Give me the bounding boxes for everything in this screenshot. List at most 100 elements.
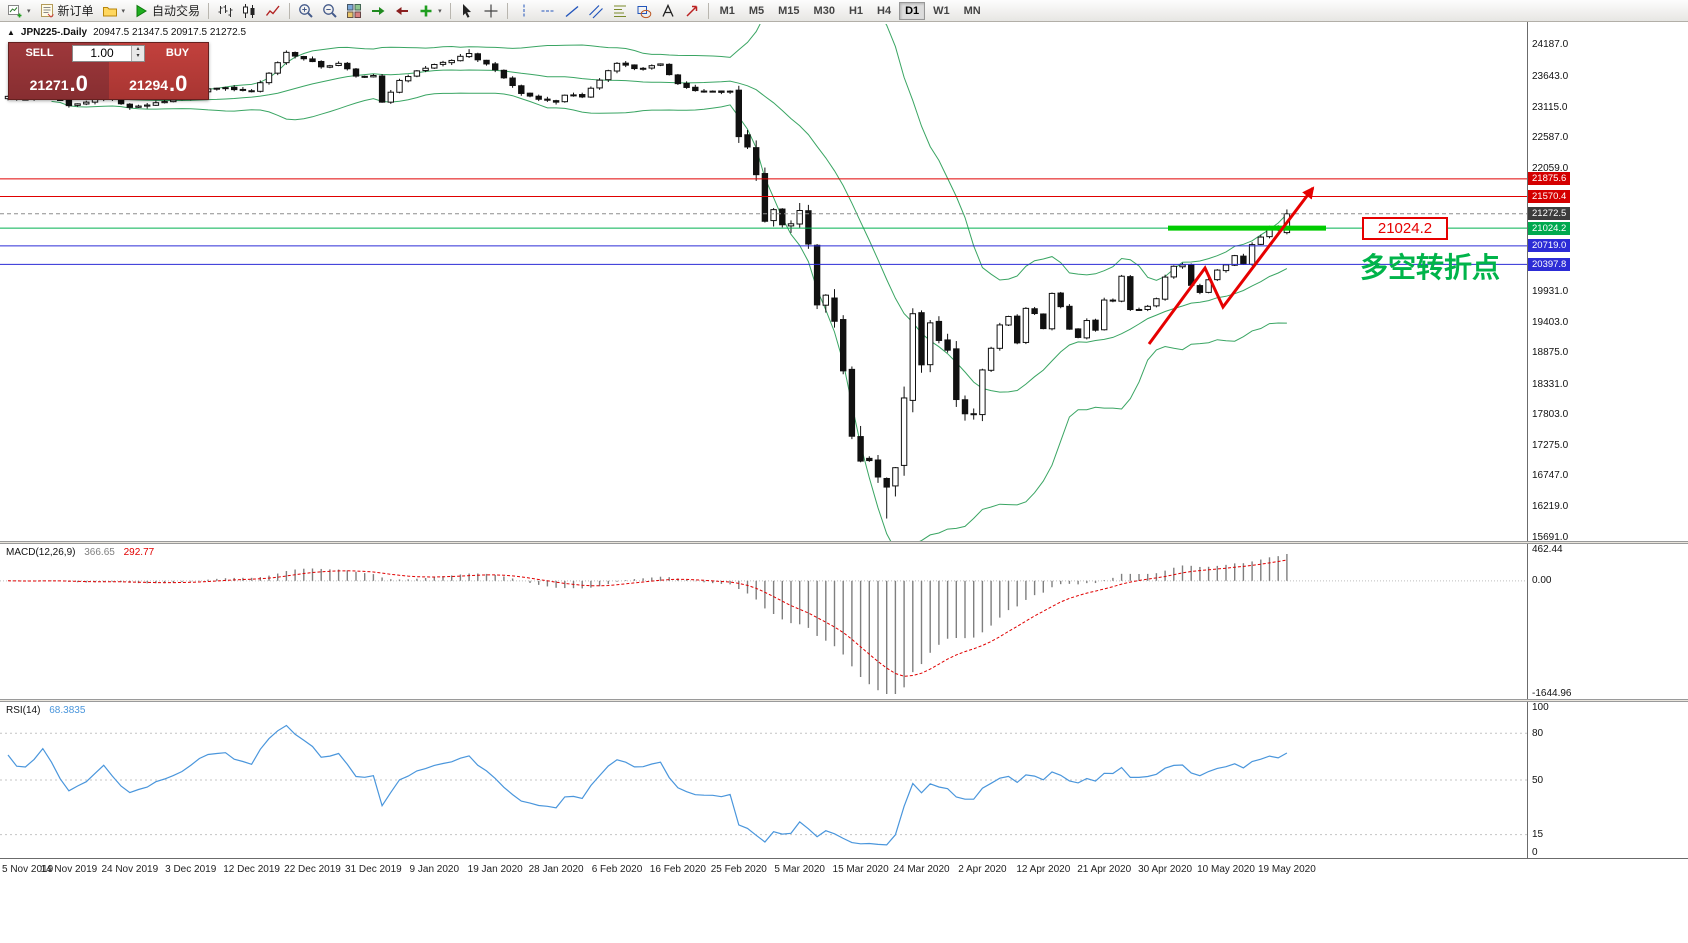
text-label-button[interactable] — [656, 1, 680, 21]
x-axis-date: 14 Nov 2019 — [40, 864, 98, 875]
volume-up-button[interactable]: ▴ — [131, 45, 144, 53]
symbol-ohlc-values: 20947.5 21347.5 20917.5 21272.5 — [93, 27, 247, 38]
tile-windows-icon — [347, 3, 362, 18]
chart-profiles-dropdown-icon[interactable]: ▾ — [121, 7, 126, 15]
rsi-axis-label: 80 — [1532, 727, 1544, 739]
chart-candles-icon — [243, 3, 255, 18]
new-order-label: 新订单 — [57, 4, 94, 18]
chart-profiles-button[interactable]: ▾ — [98, 1, 130, 21]
sell-button[interactable]: SELL — [25, 47, 54, 59]
bull-bear-turning-point-label[interactable]: 多空转折点 — [1360, 252, 1501, 283]
fibonacci-retracement-icon — [613, 5, 626, 17]
candlestick-series — [4, 49, 1291, 519]
trendline-button[interactable] — [560, 1, 584, 21]
buy-price[interactable]: 21294 .0 — [109, 63, 209, 99]
zoom-out-button[interactable] — [318, 1, 342, 21]
macd-histogram — [16, 553, 1288, 694]
new-chart-dropdown-icon[interactable]: ▾ — [27, 7, 31, 15]
auto-scroll-button[interactable] — [366, 1, 390, 21]
x-axis-date: 15 Mar 2020 — [832, 864, 889, 875]
vertical-line-button[interactable] — [512, 1, 536, 21]
timeframe-D1[interactable]: D1 — [899, 1, 926, 20]
timeframe-MN[interactable]: MN — [963, 4, 981, 17]
x-axis-date: 25 Feb 2020 — [710, 864, 767, 875]
y-axis-tick: 24187.0 — [1532, 39, 1569, 51]
shapes-button[interactable] — [632, 1, 656, 21]
y-axis-tick: 18875.0 — [1532, 347, 1569, 359]
buy-button[interactable]: BUY — [165, 47, 190, 59]
fibonacci-retracement-button[interactable] — [608, 1, 632, 21]
main-chart-plot[interactable] — [0, 0, 1527, 550]
macd-axis-label: 0.00 — [1532, 575, 1552, 587]
price-label-20397.8: 20397.8 — [1528, 257, 1571, 271]
volume-down-button[interactable]: ▾ — [131, 53, 144, 61]
arrow-objects-button[interactable] — [680, 1, 704, 21]
time-axis[interactable]: 5 Nov 2019 14 Nov 2019 24 Nov 2019 3 Dec 20… — [0, 858, 1688, 943]
trend-arrow[interactable] — [1147, 186, 1315, 345]
crosshair-button[interactable] — [479, 1, 503, 21]
timeframe-H1[interactable]: H1 — [848, 4, 864, 17]
macd-value-main: 366.65 — [84, 547, 115, 558]
sell-price[interactable]: 21271 .0 — [9, 63, 109, 99]
equidistant-channel-button[interactable] — [584, 1, 608, 21]
bollinger-bands — [51, 24, 1288, 541]
timeframe-W1[interactable]: W1 — [933, 4, 950, 17]
rsi-plot[interactable] — [0, 724, 1527, 846]
macd-signal-line — [7, 559, 1287, 677]
price-label-21570.4: 21570.4 — [1528, 190, 1571, 204]
macd-plot[interactable] — [0, 553, 1527, 694]
chart-line-button[interactable] — [261, 1, 285, 21]
autotrading-button[interactable]: 自动交易 — [129, 1, 204, 21]
price-annotation-box[interactable]: 21024.2 — [1362, 217, 1448, 240]
macd-name: MACD(12,26,9) — [6, 547, 76, 558]
text-label-icon — [661, 3, 674, 17]
x-axis-date: 21 Apr 2020 — [1077, 864, 1132, 875]
indicators-list-dropdown-icon[interactable]: ▾ — [438, 7, 442, 15]
x-axis-date: 22 Dec 2019 — [284, 864, 341, 875]
autotrading-label: 自动交易 — [152, 4, 201, 18]
chart-bars-button[interactable] — [213, 1, 237, 21]
y-axis-tick: 23115.0 — [1532, 101, 1568, 113]
equidistant-channel-icon — [588, 4, 603, 18]
x-axis-date: 9 Jan 2020 — [409, 864, 460, 875]
tile-windows-button[interactable] — [342, 1, 366, 21]
timeframe-H4[interactable]: H4 — [877, 4, 892, 17]
y-axis-tick: 16219.0 — [1532, 500, 1569, 512]
new-chart-button[interactable]: ▾ — [3, 1, 35, 21]
timeframe-M5[interactable]: M5 — [748, 4, 765, 17]
cursor-button[interactable] — [455, 1, 479, 21]
price-label-21272.5: 21272.5 — [1528, 207, 1571, 221]
horizontal-line-button[interactable] — [536, 1, 560, 21]
main-macd-separator[interactable] — [0, 541, 1688, 544]
y-axis-tick: 17275.0 — [1532, 439, 1569, 451]
x-axis-date: 24 Mar 2020 — [893, 864, 950, 875]
y-axis-tick: 23643.0 — [1532, 70, 1569, 82]
chart-candles-button[interactable] — [237, 1, 261, 21]
indicators-list-button[interactable]: ▾ — [414, 1, 446, 21]
price-label-21875.6: 21875.6 — [1528, 172, 1571, 186]
zoom-in-button[interactable] — [294, 1, 318, 21]
horizontal-line-icon — [541, 10, 555, 11]
x-axis-date: 30 Apr 2020 — [1138, 864, 1193, 875]
rsi-axis-label: 15 — [1532, 829, 1544, 841]
x-axis-date: 12 Dec 2019 — [223, 864, 280, 875]
chart-shift-icon — [396, 6, 409, 15]
rsi-value: 68.3835 — [49, 705, 86, 716]
timeframe-M1[interactable]: M1 — [719, 4, 735, 17]
one-click-collapse-icon[interactable]: ▲ — [7, 28, 15, 37]
new-order-button[interactable]: 新订单 — [35, 1, 98, 21]
timeframe-M15[interactable]: M15 — [778, 4, 800, 17]
macd-axis-label: 462.44 — [1532, 543, 1563, 555]
x-axis-date: 24 Nov 2019 — [101, 864, 159, 875]
macd-rsi-separator[interactable] — [0, 699, 1688, 702]
vertical-line-icon — [523, 4, 525, 17]
volume-value[interactable]: 1.00 — [90, 45, 114, 60]
symbol-info-line: ▲ JPN225-.Daily 20947.5 21347.5 20917.5 … — [7, 27, 246, 38]
timeframe-M30[interactable]: M30 — [813, 4, 835, 17]
x-axis-date: 5 Nov 2019 — [2, 864, 54, 875]
chart-shift-button[interactable] — [390, 1, 414, 21]
toolbar-separator — [707, 2, 709, 19]
volume-stepper[interactable]: 1.00 ▴ ▾ — [72, 44, 145, 62]
